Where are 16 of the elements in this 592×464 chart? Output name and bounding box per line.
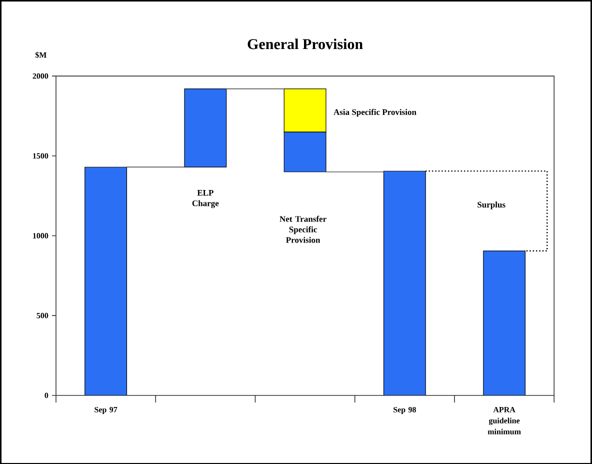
- x-tick-label: Sep 98: [394, 406, 416, 414]
- y-axis-title: $M: [35, 52, 46, 58]
- y-tick-label: 2000: [32, 73, 48, 79]
- y-tick-label: 1000: [33, 232, 48, 238]
- annotation: Asia Specific Provision: [334, 108, 416, 116]
- annotation: Net Transfer Specific Provision: [280, 216, 326, 243]
- annotation: ELP Charge: [192, 190, 219, 208]
- bar: [184, 88, 227, 168]
- bar: [84, 166, 128, 396]
- y-tick-label: 1500: [33, 152, 48, 158]
- x-tick-label: APRA guideline minimum: [488, 406, 521, 434]
- x-tick-label: Sep 97: [94, 406, 118, 414]
- chart-title: General Provision: [248, 38, 363, 49]
- y-tick-label: 0: [44, 392, 48, 398]
- annotation: Surplus: [478, 201, 506, 210]
- y-tick-label: 500: [36, 312, 48, 318]
